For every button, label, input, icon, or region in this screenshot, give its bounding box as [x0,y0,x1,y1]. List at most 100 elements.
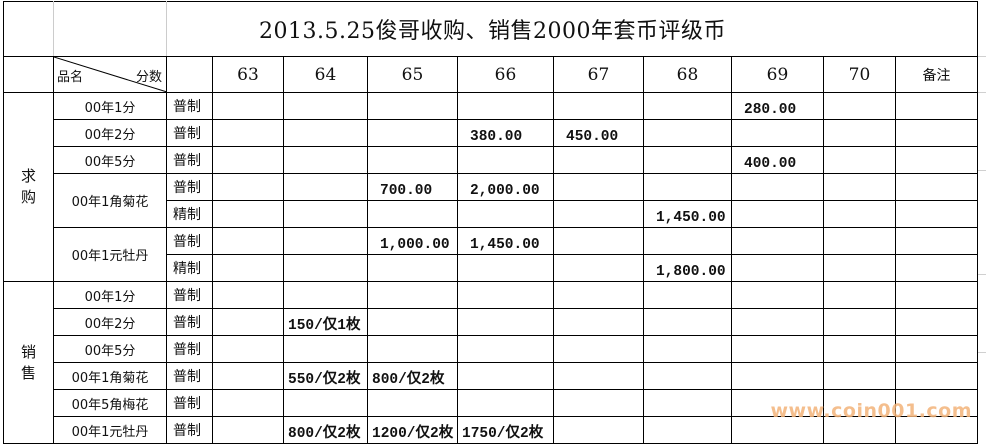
price-cell-66[interactable]: 1,450.00 [457,227,554,255]
grade-header-66[interactable]: 66 [457,56,554,93]
price-cell-65[interactable]: 800/仅2枚 [367,362,458,390]
price-cell-66[interactable] [457,146,554,174]
coin-name[interactable]: 00年1角菊花 [53,362,167,390]
price-cell-64[interactable] [283,200,368,228]
price-cell-70[interactable] [823,173,896,201]
section-label-buy[interactable]: 求购 [3,92,54,282]
coin-name[interactable]: 00年5角梅花 [53,389,167,417]
mint-type[interactable]: 普制 [166,308,213,336]
price-cell-65[interactable]: 1200/仅2枚 [367,416,458,444]
price-cell-69[interactable] [731,281,824,309]
price-cell-69[interactable]: 400.00 [731,146,824,174]
price-cell-69[interactable] [731,308,824,336]
price-cell-63[interactable] [212,146,284,174]
price-cell-67[interactable] [553,173,644,201]
remark-cell[interactable] [895,119,978,147]
price-cell-67[interactable] [553,335,644,363]
mint-type[interactable]: 普制 [166,362,213,390]
price-cell-68[interactable] [643,281,732,309]
price-cell-67[interactable] [553,281,644,309]
mint-type[interactable]: 精制 [166,200,213,228]
price-cell-67[interactable] [553,308,644,336]
price-cell-70[interactable] [823,227,896,255]
price-cell-69[interactable] [731,173,824,201]
price-cell-66[interactable] [457,389,554,417]
header-blank[interactable] [3,56,54,93]
price-cell-70[interactable] [823,362,896,390]
coin-name[interactable]: 00年2分 [53,308,167,336]
price-cell-68[interactable] [643,389,732,417]
price-cell-64[interactable]: 800/仅2枚 [283,416,368,444]
price-cell-69[interactable] [731,200,824,228]
price-cell-63[interactable] [212,416,284,444]
price-cell-67[interactable] [553,416,644,444]
price-cell-66[interactable] [457,308,554,336]
price-cell-66[interactable]: 2,000.00 [457,173,554,201]
price-cell-67[interactable] [553,146,644,174]
price-cell-67[interactable]: 450.00 [553,119,644,147]
coin-name[interactable]: 00年1元牡丹 [53,416,167,444]
price-cell-64[interactable] [283,227,368,255]
price-cell-64[interactable]: 150/仅1枚 [283,308,368,336]
price-cell-67[interactable] [553,92,644,120]
price-cell-68[interactable] [643,92,732,120]
remark-header[interactable]: 备注 [895,56,978,93]
diagonal-header-cell[interactable]: 品名 分数 [53,56,167,93]
price-cell-67[interactable] [553,200,644,228]
price-cell-70[interactable] [823,146,896,174]
price-cell-66[interactable]: 380.00 [457,119,554,147]
price-cell-70[interactable] [823,335,896,363]
price-cell-68[interactable] [643,146,732,174]
coin-name[interactable]: 00年1分 [53,92,167,120]
price-cell-67[interactable] [553,227,644,255]
grade-header-70[interactable]: 70 [823,56,896,93]
mint-type[interactable]: 普制 [166,335,213,363]
price-cell-63[interactable] [212,92,284,120]
price-cell-64[interactable] [283,119,368,147]
price-cell-63[interactable] [212,200,284,228]
price-cell-65[interactable]: 700.00 [367,173,458,201]
price-cell-69[interactable] [731,362,824,390]
grade-header-65[interactable]: 65 [367,56,458,93]
mint-type[interactable]: 精制 [166,254,213,282]
price-cell-65[interactable] [367,200,458,228]
price-cell-68[interactable] [643,173,732,201]
price-cell-65[interactable]: 1,000.00 [367,227,458,255]
price-cell-64[interactable]: 550/仅2枚 [283,362,368,390]
price-cell-70[interactable] [823,254,896,282]
price-cell-67[interactable] [553,362,644,390]
remark-cell[interactable] [895,146,978,174]
price-cell-70[interactable] [823,92,896,120]
coin-name[interactable]: 00年1角菊花 [53,173,167,228]
price-cell-66[interactable] [457,281,554,309]
price-cell-64[interactable] [283,281,368,309]
price-cell-63[interactable] [212,362,284,390]
price-cell-70[interactable] [823,200,896,228]
remark-cell[interactable] [895,335,978,363]
coin-name[interactable]: 00年5分 [53,335,167,363]
mint-type[interactable]: 普制 [166,416,213,444]
price-cell-68[interactable] [643,119,732,147]
price-cell-69[interactable] [731,335,824,363]
mint-type[interactable]: 普制 [166,146,213,174]
price-cell-69[interactable] [731,254,824,282]
price-cell-63[interactable] [212,308,284,336]
price-cell-64[interactable] [283,92,368,120]
price-cell-69[interactable] [731,227,824,255]
price-cell-63[interactable] [212,119,284,147]
price-cell-67[interactable] [553,389,644,417]
price-cell-63[interactable] [212,227,284,255]
price-cell-63[interactable] [212,335,284,363]
mint-type[interactable]: 普制 [166,92,213,120]
price-cell-66[interactable] [457,200,554,228]
remark-cell[interactable] [895,362,978,390]
price-cell-65[interactable] [367,335,458,363]
mint-type[interactable]: 普制 [166,281,213,309]
corner-cell[interactable] [3,1,54,57]
price-cell-65[interactable] [367,92,458,120]
price-cell-68[interactable]: 1,450.00 [643,200,732,228]
corner-cell-2[interactable] [53,1,167,57]
price-cell-63[interactable] [212,389,284,417]
mint-type[interactable]: 普制 [166,227,213,255]
price-cell-70[interactable] [823,281,896,309]
